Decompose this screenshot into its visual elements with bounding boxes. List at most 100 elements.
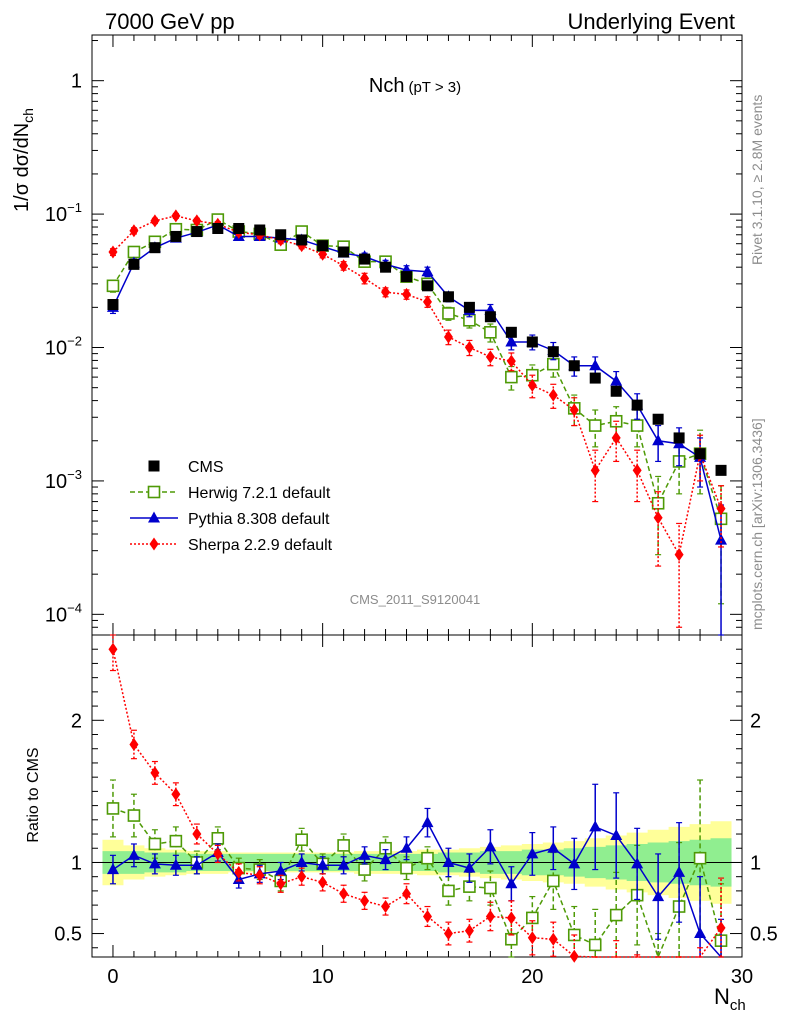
x-tick-label: 0 xyxy=(107,966,118,988)
pythia-point xyxy=(421,265,434,277)
sherpa-point xyxy=(234,865,244,879)
cms-data-point xyxy=(317,240,329,252)
herwig-point xyxy=(421,851,434,865)
pythia-point xyxy=(589,359,602,371)
herwig-point xyxy=(211,831,225,845)
sherpa-point xyxy=(464,924,474,938)
herwig-point xyxy=(169,834,183,848)
sherpa-point xyxy=(129,224,139,238)
sherpa-point xyxy=(548,388,558,402)
sherpa-point xyxy=(506,354,516,368)
cms-data-point xyxy=(380,261,392,273)
ratio-y-tick-label-right: 2 xyxy=(750,710,761,732)
sherpa-point xyxy=(527,378,537,392)
herwig-point xyxy=(106,279,120,293)
cms-data-point xyxy=(505,326,517,338)
sherpa-point xyxy=(381,900,391,914)
cms-data-point xyxy=(547,346,559,358)
process-label: Underlying Event xyxy=(567,9,735,34)
sherpa-point xyxy=(569,403,579,417)
legend-entry: Herwig 7.2.1 default xyxy=(130,485,331,502)
main-series-sherpa xyxy=(108,209,726,628)
sherpa-point xyxy=(129,737,139,751)
ratio-sherpa-line xyxy=(112,649,722,958)
herwig-point xyxy=(609,908,623,922)
pythia-point xyxy=(589,820,602,832)
cms-data-point xyxy=(359,253,371,265)
energy-label: 7000 GeV pp xyxy=(105,9,235,34)
cms-data-point xyxy=(652,413,664,425)
herwig-point xyxy=(693,851,707,865)
sherpa-point xyxy=(213,847,223,861)
herwig-point xyxy=(400,861,413,875)
cms-data-point xyxy=(715,464,727,476)
herwig-point xyxy=(358,863,371,876)
sherpa-point xyxy=(360,894,370,908)
sherpa-point xyxy=(192,827,202,841)
pythia-point xyxy=(715,533,728,545)
cms-data-point xyxy=(170,230,182,242)
ratio-y-tick-label: 1 xyxy=(71,852,82,874)
cms-data-point xyxy=(296,234,308,246)
cms-data-point xyxy=(254,224,266,236)
cms-data-point xyxy=(149,242,161,254)
pythia-point xyxy=(400,841,413,853)
sherpa-point xyxy=(255,868,265,882)
cms-data-point xyxy=(275,229,287,241)
main-y-axis-label: 1/σ dσ/dNch xyxy=(11,108,36,212)
pythia-point xyxy=(610,374,623,386)
cms-data-point xyxy=(401,271,413,283)
cms-data-point xyxy=(107,299,119,311)
pythia-point xyxy=(190,858,203,870)
series-layer xyxy=(106,209,728,963)
cms-data-point xyxy=(694,448,706,460)
x-axis-label: Nch xyxy=(714,984,746,1014)
pythia-point xyxy=(127,848,140,860)
pythia-point xyxy=(442,855,455,867)
plot-title-main: Nch xyxy=(369,75,405,97)
sherpa-point xyxy=(381,285,391,299)
sherpa-point xyxy=(548,932,558,946)
y-tick-label: 10−4 xyxy=(45,600,82,626)
pythia-point xyxy=(316,858,329,870)
pythia-point xyxy=(694,927,707,939)
legend-label: Herwig 7.2.1 default xyxy=(188,485,331,502)
sherpa-point xyxy=(150,214,160,228)
x-tick-label: 20 xyxy=(521,966,543,988)
pythia-point xyxy=(274,864,287,876)
pythia-point xyxy=(505,335,518,347)
cms-data-point xyxy=(191,226,203,238)
pythia-point xyxy=(652,890,665,902)
pythia-point xyxy=(526,847,539,859)
cms-data-point xyxy=(128,258,140,270)
sherpa-point xyxy=(632,463,642,477)
pythia-point xyxy=(568,857,581,869)
y-tick-label: 10−3 xyxy=(45,467,82,493)
sherpa-point xyxy=(611,431,621,445)
sherpa-point xyxy=(108,245,118,259)
pythia-point xyxy=(106,863,119,875)
cms-data-point xyxy=(148,460,160,472)
pythia-point xyxy=(505,877,518,889)
sherpa-point xyxy=(150,766,160,780)
pythia-point xyxy=(337,858,350,870)
pythia-point xyxy=(148,511,160,523)
x-axis-label-sub: ch xyxy=(730,997,746,1014)
cms-data-point xyxy=(673,432,685,444)
y-tick-label: 1 xyxy=(71,71,82,93)
sherpa-point xyxy=(318,875,328,889)
plot-title: Nch (pT > 3) xyxy=(369,75,461,97)
herwig-point xyxy=(484,881,497,895)
sherpa-point xyxy=(171,209,181,223)
herwig-point xyxy=(546,874,560,888)
sherpa-point xyxy=(506,911,516,925)
sherpa-point xyxy=(402,287,412,301)
herwig-point xyxy=(588,938,602,952)
sherpa-point xyxy=(276,877,286,891)
ratio-y-tick-label-right: 0.5 xyxy=(750,924,778,946)
legend-label: Sherpa 2.2.9 default xyxy=(188,537,333,554)
x-tick-label: 30 xyxy=(731,966,753,988)
y-tick-label: 10−1 xyxy=(45,200,82,226)
ratio-y-axis-label: Ratio to CMS xyxy=(25,747,42,842)
herwig-point xyxy=(127,245,141,259)
